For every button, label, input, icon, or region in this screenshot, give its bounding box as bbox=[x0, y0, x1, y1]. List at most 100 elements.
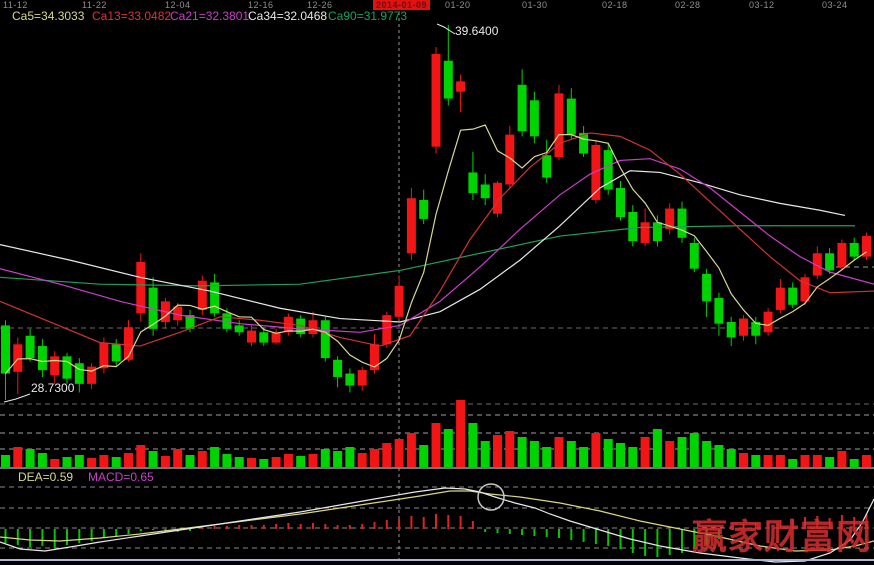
macd-bar bbox=[201, 527, 204, 529]
candle-body bbox=[702, 273, 712, 302]
dea-label: DEA=0.59 bbox=[18, 470, 74, 484]
chart-annotations bbox=[3, 23, 505, 511]
candle-body bbox=[50, 356, 60, 376]
macd-bar bbox=[754, 523, 757, 529]
macd-bar bbox=[840, 515, 843, 529]
volume-bar bbox=[419, 445, 429, 467]
macd-bar bbox=[582, 529, 585, 542]
candle-body bbox=[394, 285, 404, 317]
macd-bar bbox=[545, 529, 548, 537]
candle-body bbox=[62, 356, 72, 379]
volume-bar bbox=[554, 437, 564, 467]
macd-bar bbox=[78, 529, 81, 543]
volume-bar bbox=[652, 429, 662, 467]
candle-body bbox=[517, 84, 527, 132]
ma21-label: Ca21=32.3801 bbox=[170, 9, 250, 23]
macd-bar bbox=[90, 529, 93, 541]
ma-legend: Ca5=34.3033 Ca13=33.0482 Ca21=32.3801 Ca… bbox=[0, 10, 874, 23]
macd-bar bbox=[619, 529, 622, 549]
candle-body bbox=[468, 172, 478, 194]
candle-body bbox=[382, 315, 392, 345]
macd-bar bbox=[115, 529, 118, 536]
volume-bar bbox=[308, 454, 318, 467]
macd-bar bbox=[521, 529, 524, 535]
macd-bar bbox=[398, 519, 401, 529]
date-label-highlighted: 2014-01-09 bbox=[373, 0, 431, 10]
date-axis: 11-12 11-22 12-04 12-16 12-26 2014-01-09 01-20… bbox=[0, 0, 874, 11]
volume-bar bbox=[702, 441, 712, 467]
candles bbox=[1, 25, 871, 400]
candle-body bbox=[136, 261, 146, 314]
date-label: 11-12 bbox=[3, 0, 28, 10]
ma13-label: Ca13=33.0482 bbox=[92, 9, 172, 23]
macd-bar bbox=[607, 529, 610, 546]
candle-body bbox=[37, 346, 47, 371]
candle-body bbox=[812, 253, 822, 276]
macd-bar bbox=[508, 529, 511, 534]
volume-bar bbox=[468, 423, 478, 467]
volume-bar bbox=[431, 423, 441, 467]
volume-bar bbox=[87, 458, 97, 467]
volume-bar bbox=[763, 455, 773, 467]
volume-bar bbox=[210, 447, 220, 467]
candle-body bbox=[505, 134, 515, 185]
macd-bar bbox=[447, 515, 450, 529]
ma-line-Ca90 bbox=[0, 225, 855, 287]
macd-legend: DEA=0.59 MACD=0.65 bbox=[0, 471, 874, 484]
candle-body bbox=[1, 325, 10, 374]
macd-bar bbox=[336, 525, 339, 529]
volume-bar bbox=[62, 457, 72, 467]
macd-bar bbox=[668, 529, 671, 555]
volume-bar bbox=[185, 455, 195, 467]
macd-bar bbox=[767, 521, 770, 529]
macd-bar bbox=[250, 525, 253, 529]
candle-body bbox=[111, 344, 121, 362]
high-pointer-line bbox=[436, 23, 456, 35]
macd-bar bbox=[29, 529, 32, 547]
candle-body bbox=[185, 315, 195, 329]
high-price-annotation: 39.6400 bbox=[455, 24, 499, 38]
volume-bar bbox=[443, 429, 453, 467]
volume-bar bbox=[370, 449, 379, 467]
volume-bar bbox=[456, 400, 466, 467]
volume-bar bbox=[37, 453, 47, 467]
candle-body bbox=[579, 132, 589, 154]
candle-body bbox=[714, 297, 724, 324]
macd-bar bbox=[287, 523, 290, 529]
macd-bar bbox=[558, 529, 560, 538]
candle-body bbox=[837, 242, 847, 267]
macd-bar bbox=[459, 516, 462, 529]
ma-line-Ca21 bbox=[0, 158, 874, 333]
macd-bar bbox=[471, 521, 474, 529]
macd-bar bbox=[275, 524, 278, 529]
gridlines bbox=[0, 12, 874, 559]
candle-body bbox=[493, 182, 502, 214]
macd-bar bbox=[164, 529, 167, 531]
candle-body bbox=[259, 332, 269, 343]
volume-bars bbox=[1, 400, 871, 467]
candle-body bbox=[357, 370, 367, 386]
volume-bar bbox=[837, 451, 847, 467]
candle-body bbox=[87, 366, 97, 384]
moving-average-lines bbox=[0, 124, 874, 374]
candle-body bbox=[480, 184, 490, 199]
volume-bar bbox=[50, 459, 60, 467]
candle-body bbox=[234, 325, 244, 333]
volume-bar bbox=[148, 451, 158, 467]
macd-bar bbox=[730, 526, 733, 529]
macd-bar bbox=[681, 529, 683, 553]
macd-bar bbox=[828, 518, 831, 529]
volume-bar bbox=[283, 454, 293, 467]
candle-body bbox=[222, 313, 232, 329]
volume-bar bbox=[689, 433, 699, 467]
candle-body bbox=[443, 60, 453, 99]
bottom-border bbox=[0, 559, 874, 561]
volume-bar bbox=[739, 453, 748, 467]
macd-bar bbox=[312, 523, 314, 529]
candle-body bbox=[652, 222, 662, 242]
candle-body bbox=[74, 363, 84, 384]
ma-line-Ca5 bbox=[5, 124, 867, 374]
candle-body bbox=[542, 155, 552, 178]
candle-body bbox=[862, 236, 871, 257]
